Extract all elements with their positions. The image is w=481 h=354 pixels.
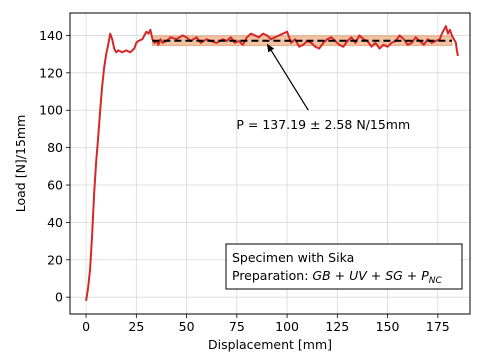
x-tick-label: 175 xyxy=(426,319,450,334)
info-box-line1: Specimen with Sika xyxy=(232,250,354,265)
y-tick-label: 140 xyxy=(39,28,63,43)
series-layer xyxy=(85,25,459,302)
y-tick-label: 100 xyxy=(39,103,63,118)
y-tick-label: 60 xyxy=(47,178,63,193)
info-box: Specimen with Sika Preparation: GB + UV … xyxy=(225,243,463,290)
x-tick-label: 150 xyxy=(376,319,400,334)
grid-lines xyxy=(70,13,470,314)
x-tick-label: 75 xyxy=(229,319,245,334)
tick-layer: 0 25 50 75 100 125 150 175 0 20 40 60 80 100 120 140 xyxy=(39,28,450,334)
annotation-arrow-head xyxy=(266,43,275,53)
load-curve xyxy=(85,25,459,302)
x-tick-label: 0 xyxy=(82,319,90,334)
annotation-label: P = 137.19 ± 2.58 N/15mm xyxy=(236,117,410,132)
annotation-arrow-shaft xyxy=(270,50,309,111)
y-tick-label: 20 xyxy=(47,252,63,267)
info-box-line2: Preparation: GB + UV + SG + PNC xyxy=(232,268,443,286)
x-tick-label: 25 xyxy=(128,319,144,334)
x-axis-label: Displacement [mm] xyxy=(208,337,332,352)
info-box-formula: GB + UV + SG + P xyxy=(312,268,429,283)
y-tick-label: 120 xyxy=(39,65,63,80)
y-tick-label: 80 xyxy=(47,140,63,155)
info-box-frame xyxy=(225,243,463,290)
x-tick-label: 100 xyxy=(275,319,299,334)
y-tick-label: 0 xyxy=(55,290,63,305)
y-tick-label: 40 xyxy=(47,215,63,230)
y-axis-label: Load [N]/15mm xyxy=(13,115,28,213)
info-box-subscript: NC xyxy=(429,276,443,286)
plot-frame xyxy=(69,12,471,315)
info-box-prefix: Preparation: xyxy=(232,268,312,283)
annotation-layer: P = 137.19 ± 2.58 N/15mm xyxy=(236,43,410,132)
x-tick-label: 125 xyxy=(325,319,349,334)
x-tick-label: 50 xyxy=(179,319,195,334)
